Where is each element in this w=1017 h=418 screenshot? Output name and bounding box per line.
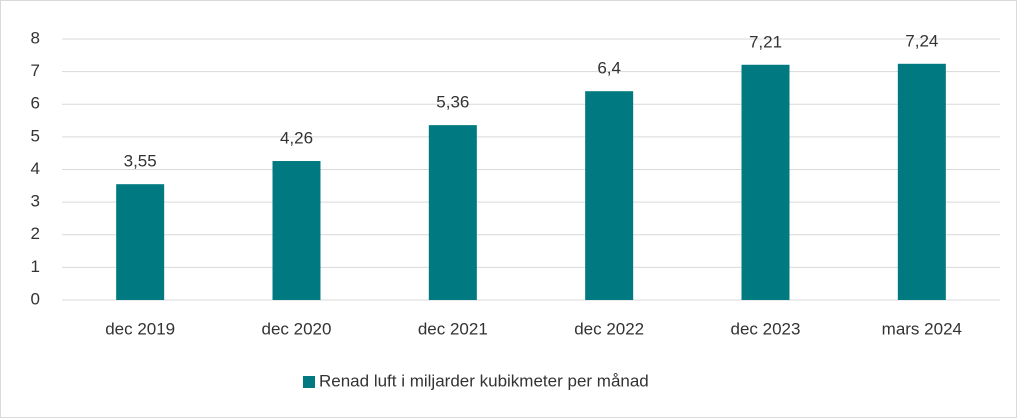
bar bbox=[428, 125, 477, 300]
data-label: 7,24 bbox=[905, 31, 938, 50]
data-label: 6,4 bbox=[597, 59, 621, 78]
y-tick-label: 6 bbox=[31, 94, 40, 113]
data-label: 4,26 bbox=[280, 129, 313, 148]
x-tick-label: dec 2023 bbox=[731, 319, 801, 338]
data-label: 3,55 bbox=[124, 152, 157, 171]
bar bbox=[272, 161, 321, 300]
y-tick-label: 3 bbox=[31, 192, 40, 211]
legend-swatch bbox=[303, 376, 315, 388]
data-label: 5,36 bbox=[436, 93, 469, 112]
x-tick-label: dec 2021 bbox=[418, 319, 488, 338]
y-tick-label: 8 bbox=[31, 28, 40, 47]
y-tick-label: 7 bbox=[31, 61, 40, 80]
x-tick-label: dec 2020 bbox=[262, 319, 332, 338]
y-tick-label: 2 bbox=[31, 224, 40, 243]
x-tick-label: dec 2019 bbox=[105, 319, 175, 338]
bar bbox=[116, 184, 165, 300]
x-tick-label: dec 2022 bbox=[574, 319, 644, 338]
y-tick-label: 0 bbox=[31, 289, 40, 308]
y-tick-label: 5 bbox=[31, 126, 40, 145]
legend-label: Renad luft i miljarder kubikmeter per må… bbox=[319, 371, 649, 390]
bar bbox=[741, 64, 790, 301]
y-tick-label: 1 bbox=[31, 257, 40, 276]
x-tick-label: mars 2024 bbox=[882, 319, 962, 338]
bar bbox=[585, 91, 634, 300]
data-label: 7,21 bbox=[749, 32, 782, 51]
y-tick-label: 4 bbox=[31, 159, 40, 178]
bar bbox=[897, 63, 946, 300]
